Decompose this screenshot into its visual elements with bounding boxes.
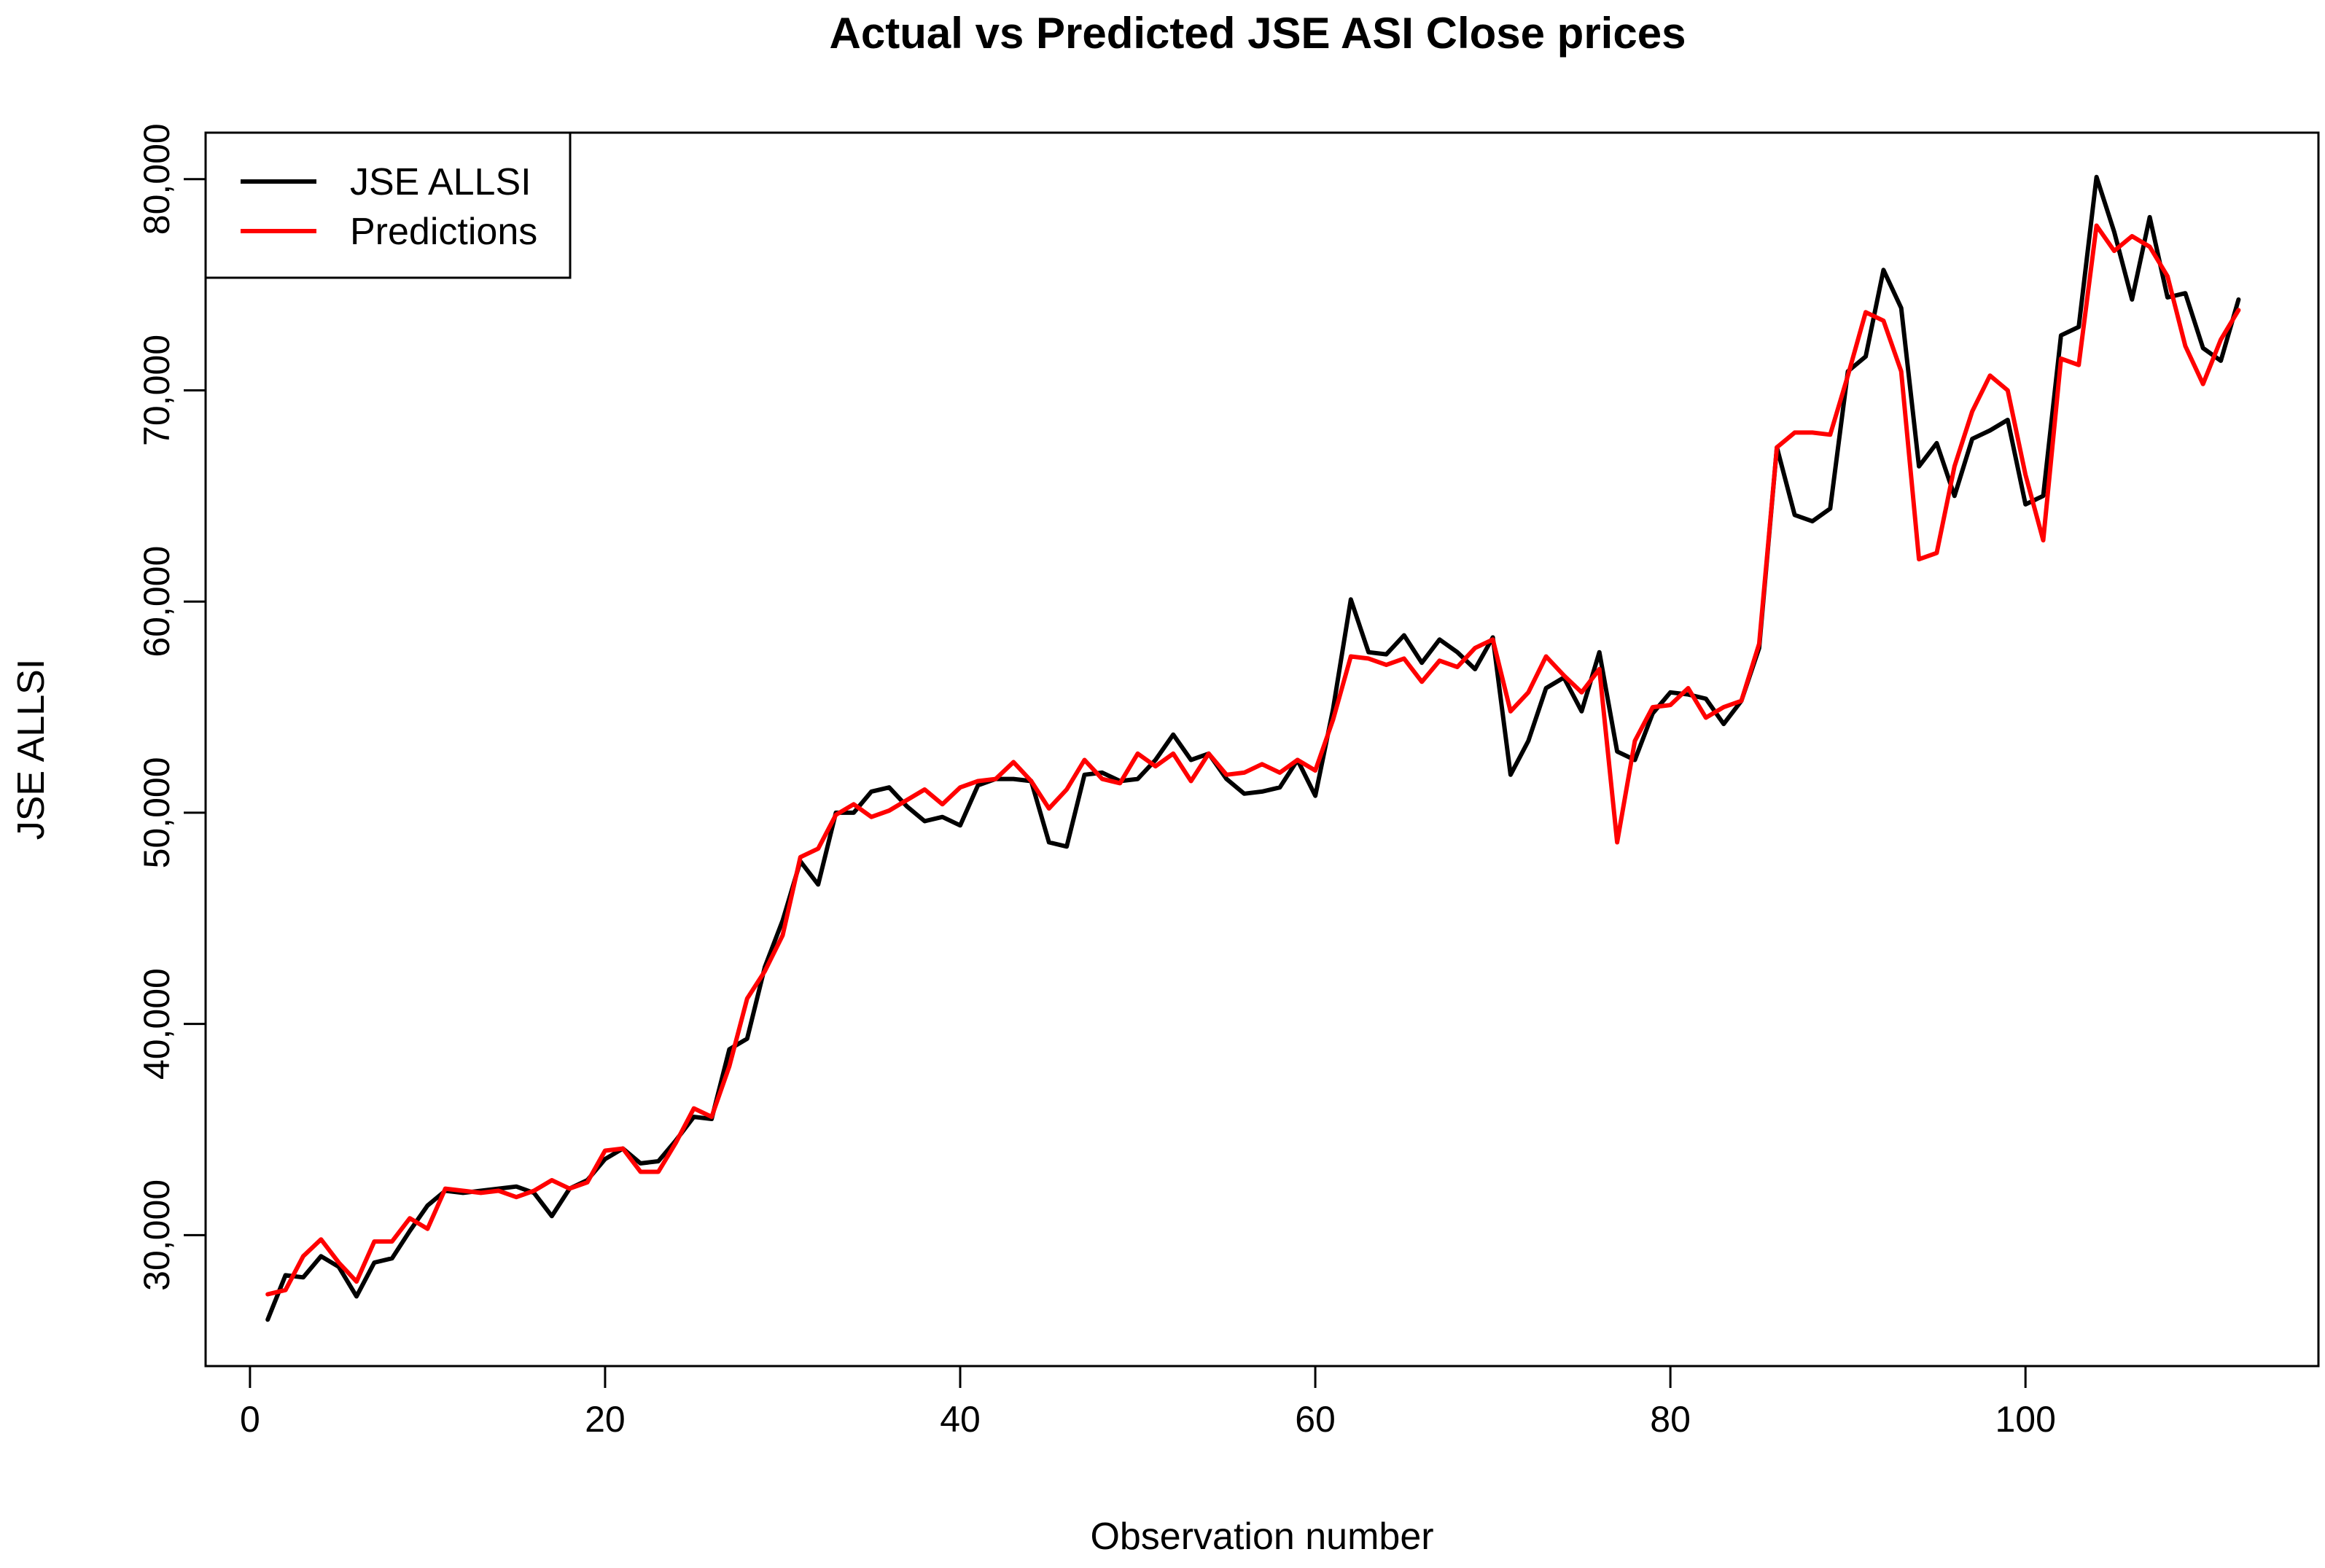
y-tick-label: 80,000: [136, 123, 177, 235]
x-tick-label: 80: [1650, 1399, 1691, 1440]
x-tick-label: 100: [1995, 1399, 2055, 1440]
y-tick-label: 60,000: [136, 546, 177, 658]
series-layer: [265, 174, 2241, 1322]
x-tick-label: 20: [585, 1399, 626, 1440]
y-tick-label: 50,000: [136, 757, 177, 868]
legend-label-predictions: Predictions: [350, 211, 537, 253]
y-tick-label: 40,000: [136, 968, 177, 1080]
y-tick-label: 30,000: [136, 1179, 177, 1291]
legend: JSE ALLSI Predictions: [204, 131, 572, 279]
x-axis-title: Observation number: [1090, 1516, 1433, 1558]
legend-label-jse-allsi: JSE ALLSI: [350, 161, 531, 203]
y-axis-title: JSE ALLSI: [10, 659, 52, 840]
chart-title: Actual vs Predicted JSE ASI Close prices: [830, 9, 1686, 58]
x-tick-label: 40: [940, 1399, 981, 1440]
x-tick-label: 60: [1295, 1399, 1336, 1440]
x-tick-label: 0: [240, 1399, 260, 1440]
legend-box: [204, 131, 572, 279]
y-tick-label: 70,000: [136, 335, 177, 446]
y-axis: 30,000 40,000 50,000 60,000 70,000 80,000: [136, 123, 207, 1291]
x-axis: 0 20 40 60 80 100: [240, 1365, 2056, 1440]
series-line-predictions: [265, 223, 2241, 1297]
